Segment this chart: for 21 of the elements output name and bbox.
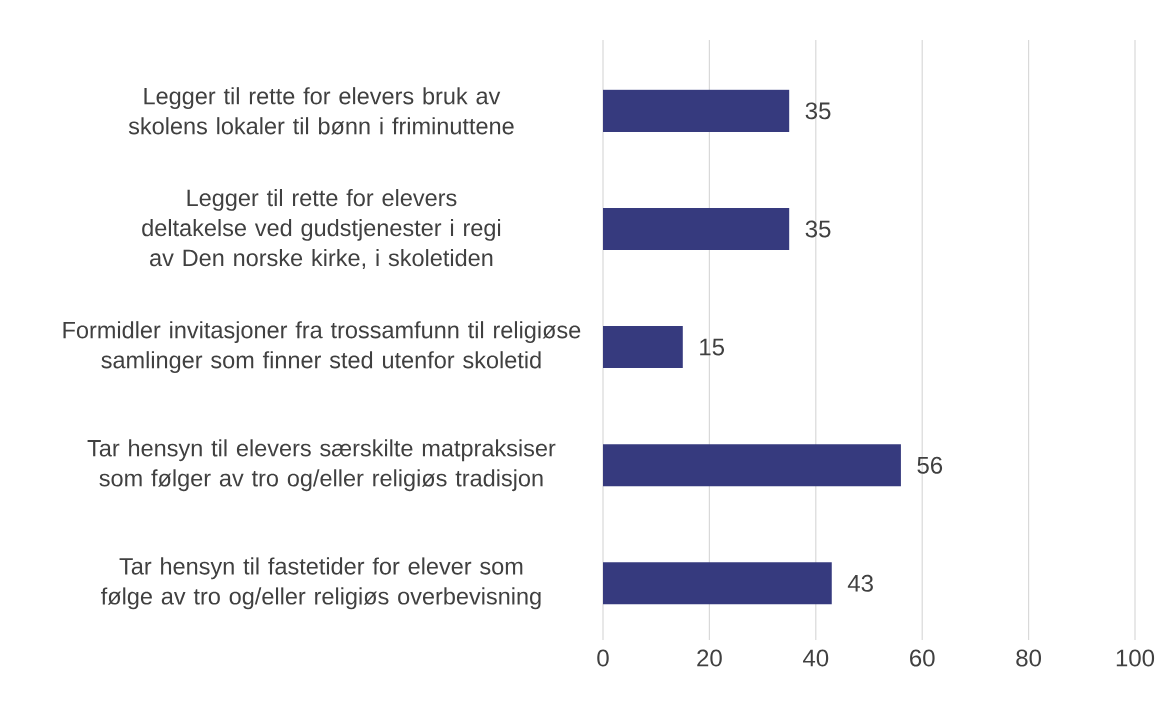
y-tick-label: Legger til rette for elevers deltakelse ved gudstjenester i regi av Den norske kirke, i skoletiden	[142, 188, 501, 269]
x-tick-label: 20	[697, 649, 722, 667]
x-tick-label: 80	[1016, 649, 1041, 667]
bar	[603, 89, 790, 132]
y-tick-label: Tar hensyn til fastetider for elever som følge av tro og/eller religiøs overbevisning	[101, 557, 541, 610]
bar	[603, 444, 901, 487]
data-label: 35	[805, 102, 831, 120]
data-label: 15	[700, 338, 725, 356]
bar	[603, 562, 832, 605]
y-tick-label: Legger til rette for elevers bruk av skolens lokaler til bønn i friminuttene	[128, 87, 514, 135]
data-label: 43	[847, 574, 873, 592]
x-tick-label: 60	[910, 649, 935, 667]
data-label: 35	[805, 220, 831, 238]
x-tick-label: 100	[1116, 649, 1155, 667]
bar	[603, 326, 683, 369]
bar	[603, 207, 790, 250]
data-label: 56	[917, 456, 943, 474]
x-tick-label: 40	[803, 649, 829, 667]
x-tick-label: 0	[597, 649, 609, 667]
y-tick-label: Formidler invitasjoner fra trossamfunn til religiøse samlinger som finner sted utenfor skoletid	[63, 321, 581, 374]
y-tick-label: Tar hensyn til elevers særskilte matpraksiser som følger av tro og/eller religiøs tradisjon	[87, 439, 556, 492]
